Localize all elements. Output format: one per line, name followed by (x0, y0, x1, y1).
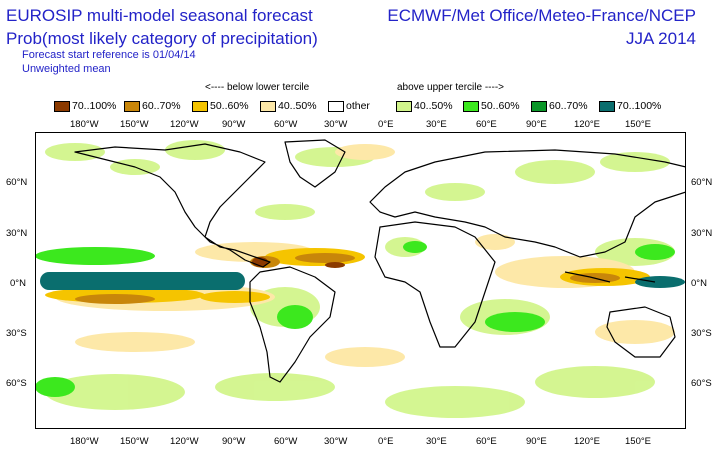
season-label: JJA 2014 (626, 29, 696, 48)
lat-tick-left: 60°N (6, 177, 28, 188)
legend-item-label: 60..70% (142, 100, 181, 112)
lat-tick-left: 60°S (6, 378, 27, 389)
lon-tick-top: 0°E (378, 119, 394, 130)
map-title: EUROSIP multi-model seasonal forecast (6, 6, 313, 25)
lon-tick-top: 30°W (324, 119, 348, 130)
lon-tick-top: 120°E (574, 119, 600, 130)
lat-tick-right: 60°S (691, 378, 712, 389)
lon-tick-top: 180°W (70, 119, 99, 130)
lon-tick-top: 150°W (120, 119, 149, 130)
lon-tick-bottom: 60°E (476, 436, 497, 447)
map-subtitle: Prob(most likely category of precipitati… (6, 29, 318, 48)
source-label: ECMWF/Met Office/Meteo-France/NCEP (387, 6, 696, 25)
lon-tick-top: 90°W (222, 119, 246, 130)
lon-tick-bottom: 120°W (170, 436, 199, 447)
lon-tick-top: 60°W (274, 119, 298, 130)
forecast-reference: Forecast start reference is 01/04/14 (22, 49, 196, 61)
legend-item-label: 70..100% (617, 100, 662, 112)
lat-tick-right: 30°S (691, 328, 712, 339)
legend-item-label: 50..60% (210, 100, 249, 112)
lon-tick-top: 120°W (170, 119, 199, 130)
legend-item: 40..50% (396, 99, 453, 113)
legend-item: 50..60% (192, 99, 249, 113)
legend-item: 70..100% (599, 99, 661, 113)
legend-swatch (599, 100, 615, 112)
legend-swatch (531, 100, 547, 112)
legend-item: 50..60% (463, 99, 520, 113)
lon-tick-bottom: 150°W (120, 436, 149, 447)
lon-tick-bottom: 120°E (574, 436, 600, 447)
lon-tick-top: 90°E (526, 119, 547, 130)
lat-tick-right: 60°N (691, 177, 713, 188)
lat-tick-left: 30°N (6, 228, 28, 239)
lon-tick-bottom: 30°E (426, 436, 447, 447)
lat-tick-left: 30°S (6, 328, 27, 339)
legend-item-label: 70..100% (72, 100, 117, 112)
legend-swatch (463, 100, 479, 112)
legend-item: 70..100% (54, 99, 116, 113)
lon-tick-bottom: 90°W (222, 436, 246, 447)
legend-item-label: 40..50% (278, 100, 317, 112)
lat-tick-left: 0°N (10, 278, 26, 289)
legend-item-label: 40..50% (414, 100, 453, 112)
legend-item: 40..50% (260, 99, 317, 113)
lon-tick-bottom: 90°E (526, 436, 547, 447)
legend-swatch (192, 100, 208, 112)
legend-item: 60..70% (124, 99, 181, 113)
legend-item-label: 50..60% (481, 100, 520, 112)
legend-swatch (54, 100, 70, 112)
legend-item: other (328, 99, 370, 113)
below-tercile-label: <---- below lower tercile (205, 82, 310, 93)
lat-tick-right: 30°N (691, 228, 713, 239)
lon-tick-bottom: 60°W (274, 436, 298, 447)
lat-tick-right: 0°N (691, 278, 707, 289)
lon-tick-bottom: 180°W (70, 436, 99, 447)
lon-tick-bottom: 0°E (378, 436, 394, 447)
legend-swatch (260, 100, 276, 112)
lon-tick-bottom: 30°W (324, 436, 348, 447)
legend-item-label: 60..70% (549, 100, 588, 112)
coastlines (74, 139, 686, 383)
color-legend: 70..100% 60..70% 50..60% 40..50% other 4… (0, 99, 723, 113)
legend-swatch (396, 100, 412, 112)
precipitation-probability-map (35, 132, 686, 429)
lon-tick-top: 60°E (476, 119, 497, 130)
legend-swatch (328, 100, 344, 112)
legend-item: 60..70% (531, 99, 588, 113)
mean-type: Unweighted mean (22, 63, 111, 75)
above-tercile-label: above upper tercile ----> (397, 82, 504, 93)
legend-item-label: other (346, 100, 370, 112)
lon-tick-bottom: 150°E (625, 436, 651, 447)
lon-tick-top: 30°E (426, 119, 447, 130)
lon-tick-top: 150°E (625, 119, 651, 130)
legend-swatch (124, 100, 140, 112)
